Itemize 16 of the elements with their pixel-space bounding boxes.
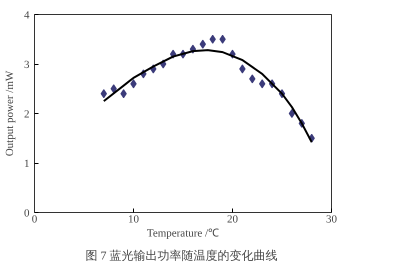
point [120,89,127,98]
point [219,34,226,44]
x-tick-label: 10 [128,214,140,226]
x-axis-title: Temperature /℃ [146,228,220,240]
y-tick-label: 2 [24,108,30,120]
y-tick-label: 4 [24,10,30,22]
x-tick-label: 30 [326,214,338,226]
point [130,79,137,88]
x-tick-label: 0 [32,214,38,226]
x-tick-label: 20 [227,214,238,226]
y-axis-title: Output power /mW [4,70,16,156]
point [239,64,246,74]
y-tick-label: 3 [24,59,30,71]
caption: 图 7 蓝光输出功率随温度的变化曲线 [86,248,278,262]
y-tick-label: 1 [24,158,30,170]
point [288,109,296,118]
